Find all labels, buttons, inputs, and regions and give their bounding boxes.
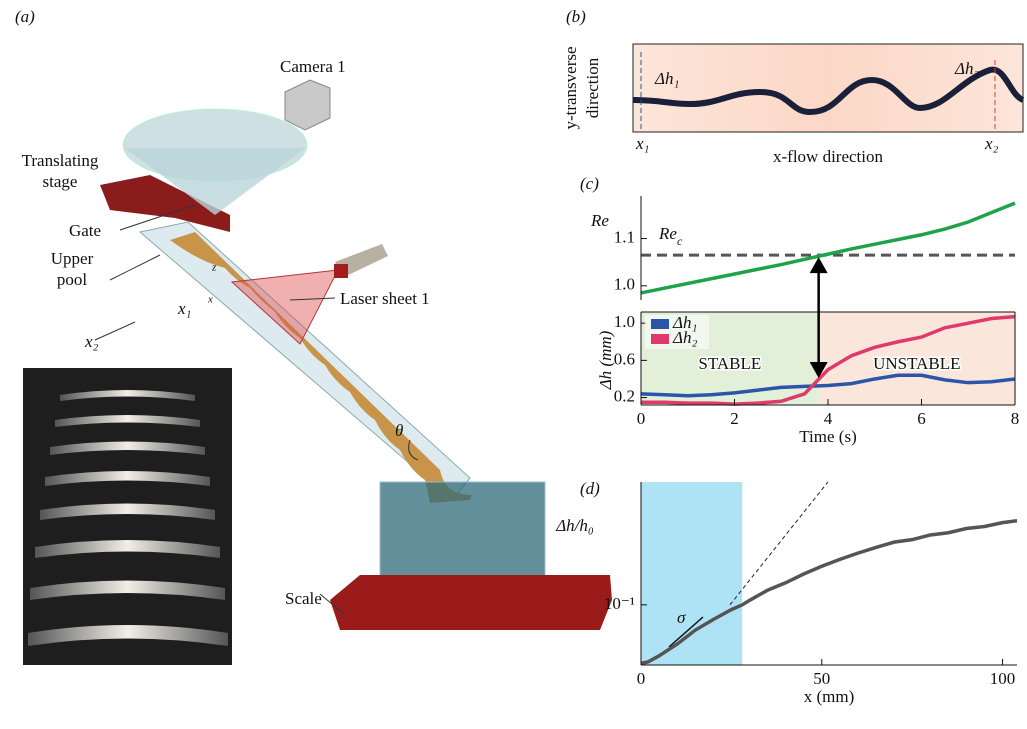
y-axis-label: Δh (mm) <box>596 330 615 390</box>
axis-label: direction <box>583 57 602 118</box>
x-tick-label: 0 <box>637 409 646 428</box>
legend-label: Δh₁ <box>672 313 697 332</box>
region-label: UNSTABLE <box>873 354 960 373</box>
label: z <box>211 262 217 274</box>
x-tick-label: 2 <box>730 409 739 428</box>
y-tick-label: 10⁻¹ <box>604 594 635 613</box>
x-tick-label: 4 <box>824 409 833 428</box>
label: Δh₂ <box>954 59 979 78</box>
y-axis-label: Δh/h₀ <box>555 516 594 535</box>
leader-lines <box>94 204 346 616</box>
label: Camera 1 <box>280 57 346 76</box>
series-line <box>641 314 1016 406</box>
scale <box>330 575 612 630</box>
arrow-head <box>809 257 828 274</box>
x-tick-label: 8 <box>1011 409 1020 428</box>
x-axis-label: x (mm) <box>804 687 855 706</box>
label: x₂ <box>984 134 999 153</box>
panel-label: (c) <box>580 174 599 193</box>
label: Laser sheet 1 <box>340 289 430 308</box>
laser-sheet <box>230 269 339 345</box>
threshold-label-sub: c <box>677 234 683 248</box>
y-tick-label: 1.0 <box>614 312 635 331</box>
panel-label: (a) <box>15 7 35 26</box>
tank <box>379 481 546 581</box>
arrow-head <box>809 362 828 378</box>
label: pool <box>57 270 88 289</box>
funnel-cone <box>125 148 305 215</box>
label: x₂ <box>84 332 99 351</box>
label: x₁ <box>635 134 649 153</box>
y-tick-label: 1.0 <box>614 275 635 294</box>
region <box>818 312 1015 405</box>
x-tick-label: 100 <box>990 669 1016 688</box>
angle-arc <box>408 439 419 461</box>
x-tick-label: 50 <box>813 669 830 688</box>
x-tick-label: 0 <box>637 669 646 688</box>
slope-mark <box>668 616 704 648</box>
fit-line <box>729 481 829 606</box>
region-label: STABLE <box>698 354 761 373</box>
y-tick-label: 0.6 <box>614 349 635 368</box>
image-frame <box>632 43 1024 133</box>
label: Gate <box>69 221 101 240</box>
apparatus-illustration: (a) Camera 1 Translating stage Gate Uppe… <box>15 7 612 665</box>
label: x <box>207 294 213 306</box>
series-line <box>640 201 1016 295</box>
wave <box>632 66 1025 116</box>
label: Translating <box>22 151 99 170</box>
label: Δh₁ <box>654 69 679 88</box>
axis-label: x-flow direction <box>773 147 883 166</box>
annotation: σ <box>677 608 686 627</box>
legend-swatch <box>651 334 669 344</box>
y-tick-label: 1.1 <box>614 227 635 246</box>
x-tick-label: 6 <box>917 409 926 428</box>
y-axis-label: Re <box>590 211 609 230</box>
threshold-label-base: Re <box>658 224 677 243</box>
label: x₁ <box>177 299 191 318</box>
laser <box>335 244 388 278</box>
photo-waves <box>28 390 228 646</box>
label: Upper <box>51 249 94 268</box>
region <box>641 482 743 665</box>
label: θ <box>395 421 403 440</box>
x-axis-label: Time (s) <box>799 427 856 446</box>
label: Scale <box>285 589 322 608</box>
laser-head <box>334 264 348 278</box>
label: stage <box>43 172 78 191</box>
liquid-film <box>170 232 472 503</box>
panel-label: (b) <box>566 7 586 26</box>
axis-label: y-transverse <box>561 46 580 129</box>
legend-swatch <box>651 319 669 329</box>
legend-label: Δh₂ <box>672 328 697 347</box>
panel-label: (d) <box>580 479 600 498</box>
series-line <box>640 373 1016 398</box>
translating-stage <box>100 175 230 232</box>
camera <box>284 79 331 131</box>
panel-b: (b) y-transverse direction x-flow direct… <box>561 7 1025 166</box>
series-line <box>640 519 1018 666</box>
y-tick-label: 0.2 <box>614 386 635 405</box>
threshold-label: Rec <box>658 224 683 248</box>
